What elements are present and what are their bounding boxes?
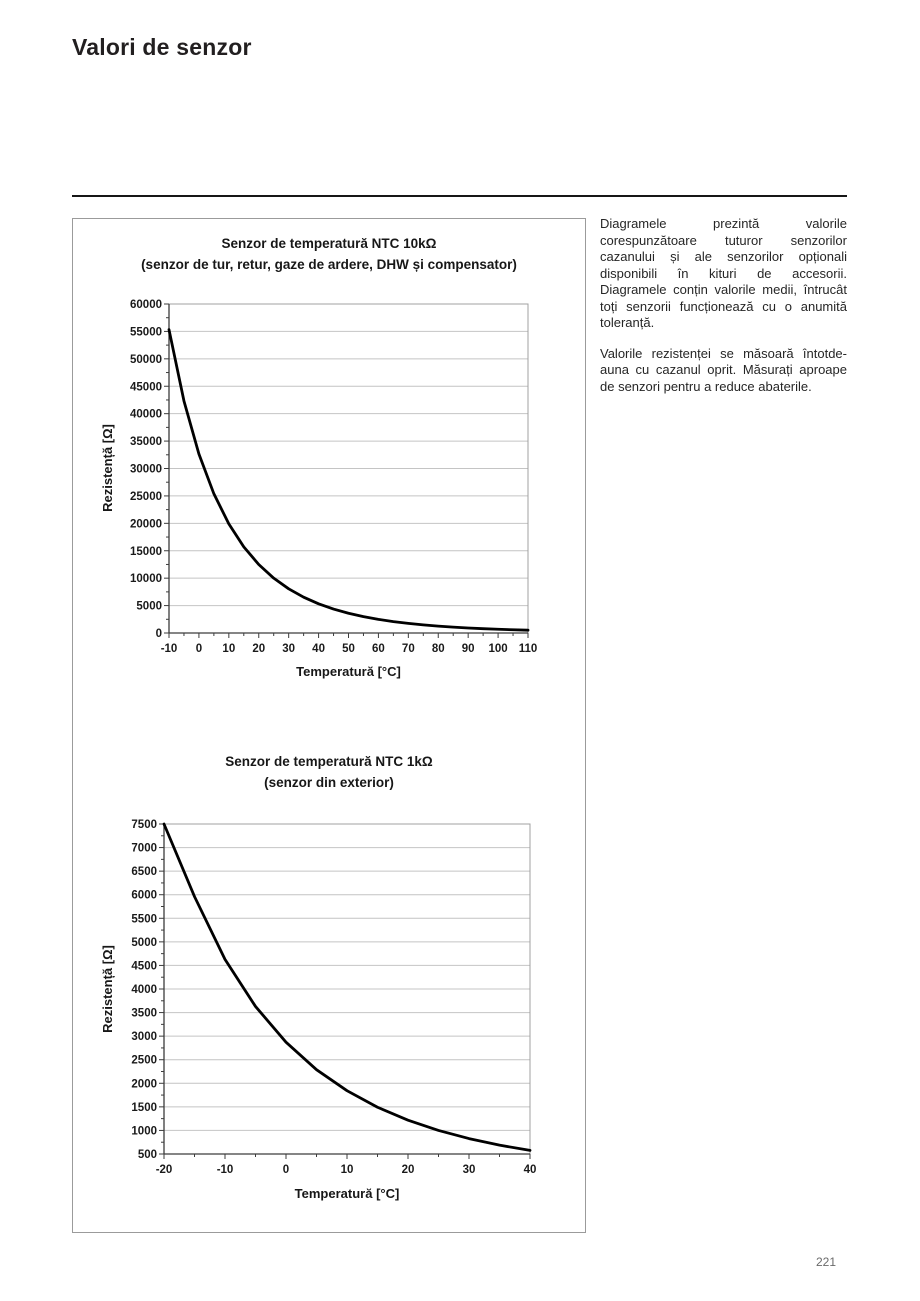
y-tick-label: 4000	[131, 984, 157, 996]
x-axis-title: Temperatură [°C]	[296, 664, 401, 679]
x-tick-label: 60	[372, 643, 385, 655]
x-tick-label: 30	[282, 643, 295, 655]
x-tick-label: 100	[488, 643, 507, 655]
description-paragraph: Valorile rezistenței se măsoară întotde­…	[600, 345, 847, 394]
x-tick-label: 80	[432, 643, 445, 655]
page-title: Valori de senzor	[72, 34, 252, 60]
x-tick-label: 10	[341, 1164, 354, 1176]
y-tick-label: 2500	[131, 1055, 157, 1067]
x-tick-label: 90	[462, 643, 475, 655]
y-tick-label: 60000	[130, 299, 162, 311]
x-tick-label: 20	[252, 643, 265, 655]
y-tick-label: 45000	[130, 381, 162, 393]
x-tick-label: 40	[524, 1164, 537, 1176]
y-tick-label: 500	[138, 1149, 157, 1161]
y-tick-label: 1000	[131, 1125, 157, 1137]
page-number: 221	[815, 1255, 836, 1269]
x-tick-label: -10	[217, 1164, 234, 1176]
y-tick-label: 15000	[130, 546, 162, 558]
y-tick-label: 7500	[131, 819, 157, 831]
x-tick-label: 110	[519, 643, 538, 655]
header-divider	[72, 195, 847, 197]
x-tick-label: -10	[161, 643, 178, 655]
chart-subtitle: (senzor din exterior)	[264, 775, 394, 790]
x-tick-label: 0	[283, 1164, 289, 1176]
y-tick-label: 3500	[131, 1008, 157, 1020]
x-tick-label: 70	[402, 643, 415, 655]
y-tick-label: 6500	[131, 866, 157, 878]
ntc1k-chart-title-block: Senzor de temperatură NTC 1kΩ (senzor di…	[72, 751, 586, 793]
y-tick-label: 40000	[130, 409, 162, 421]
chart-title: Senzor de temperatură NTC 1kΩ	[225, 754, 433, 769]
charts-panel	[72, 218, 586, 1233]
description-column: Diagramele prezintă valorile corespunzăt…	[600, 216, 847, 395]
y-tick-label: 20000	[130, 518, 162, 530]
y-tick-label: 7000	[131, 843, 157, 855]
x-tick-label: 10	[222, 643, 235, 655]
y-tick-label: 55000	[130, 326, 162, 338]
chart-subtitle: (senzor de tur, retur, gaze de ardere, D…	[141, 257, 517, 272]
y-tick-label: 25000	[130, 491, 162, 503]
y-tick-label: 35000	[130, 436, 162, 448]
ntc10k-plot: 0 5000 10000 15000 20000 25000 30000 35000 40000…	[130, 299, 538, 655]
x-tick-label: -20	[156, 1164, 173, 1176]
x-tick-label: 0	[196, 643, 202, 655]
ntc1k-plot: 500 1000 1500 2000 2500 3000 3500 4000 4500 5000 5…	[131, 819, 537, 1176]
y-tick-label: 1500	[131, 1102, 157, 1114]
x-tick-label: 50	[342, 643, 355, 655]
chart-title: Senzor de temperatură NTC 10kΩ	[221, 236, 437, 251]
y-tick-label: 10000	[130, 573, 162, 585]
y-tick-label: 4500	[131, 960, 157, 972]
description-paragraph: Diagramele prezintă valorile corespunzăt…	[600, 216, 847, 330]
ntc10k-chart-title-block: Senzor de temperatură NTC 10kΩ (senzor d…	[72, 233, 586, 275]
y-tick-label: 5000	[136, 601, 162, 613]
y-tick-label: 0	[156, 628, 162, 640]
y-tick-label: 50000	[130, 354, 162, 366]
y-tick-label: 6000	[131, 890, 157, 902]
y-tick-label: 30000	[130, 464, 162, 476]
x-axis-title: Temperatură [°C]	[294, 1186, 400, 1201]
y-tick-label: 3000	[131, 1031, 157, 1043]
sensor-curve	[162, 822, 532, 1152]
y-tick-label: 5500	[131, 913, 157, 925]
y-tick-label: 5000	[131, 937, 157, 949]
x-tick-label: 40	[312, 643, 325, 655]
x-tick-label: 20	[402, 1164, 415, 1176]
x-tick-label: 30	[463, 1164, 476, 1176]
y-tick-label: 2000	[131, 1078, 157, 1090]
sensor-curve	[167, 328, 530, 632]
